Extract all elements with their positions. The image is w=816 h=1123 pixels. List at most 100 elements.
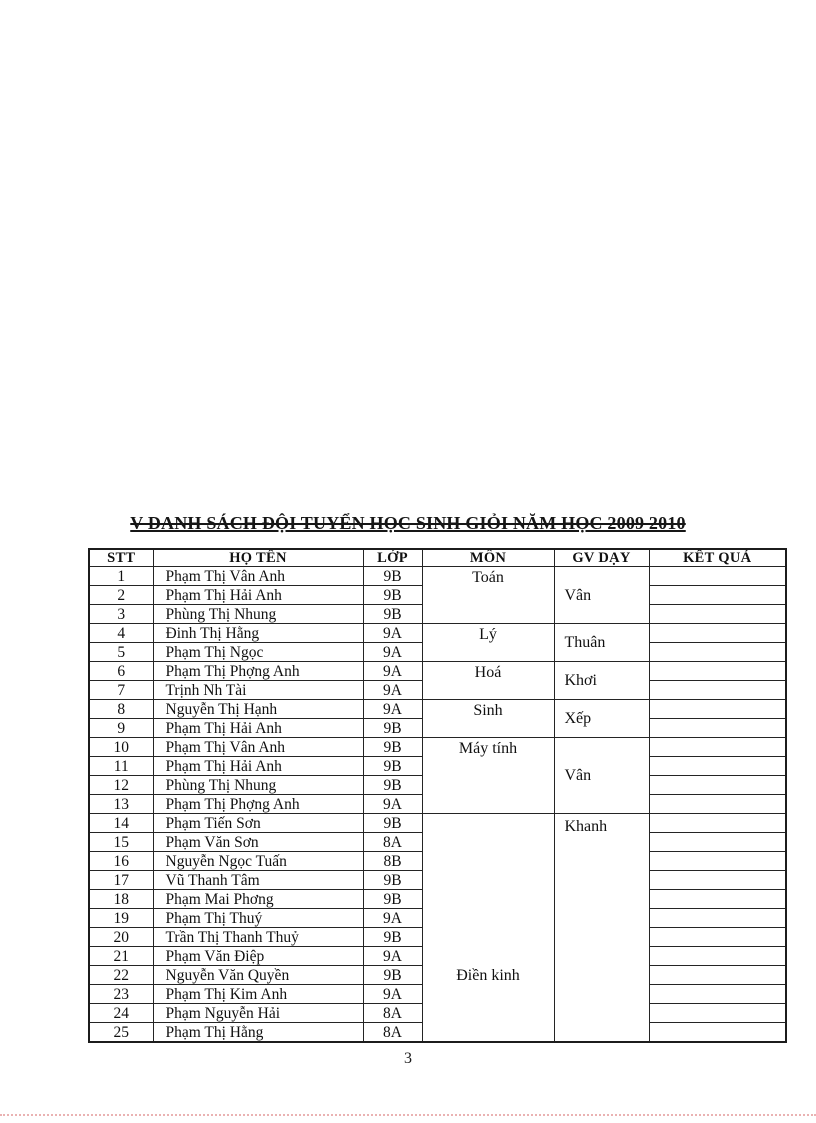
- stt-cell: 14: [88, 813, 154, 833]
- class-cell: 9A: [362, 642, 423, 662]
- result-cell: [648, 870, 787, 890]
- result-cell: [648, 1022, 787, 1043]
- stt-cell: 10: [88, 737, 154, 757]
- column-header: GV DẠY: [553, 548, 650, 567]
- column-header: KẾT QUẢ: [648, 548, 787, 567]
- stt-cell: 1: [88, 566, 154, 586]
- name-cell: Phạm Văn Sơn: [152, 832, 364, 852]
- class-cell: 9B: [362, 566, 423, 586]
- stt-cell: 11: [88, 756, 154, 776]
- table-row: 18 Phạm Mai Phơng 9B: [88, 889, 787, 909]
- column-header: STT: [88, 548, 154, 567]
- name-cell: Phạm Thị Vân Anh: [152, 737, 364, 757]
- table-row: 23 Phạm Thị Kim Anh 9A: [88, 984, 787, 1004]
- result-cell: [648, 927, 787, 947]
- stt-cell: 2: [88, 585, 154, 605]
- stt-cell: 24: [88, 1003, 154, 1023]
- name-cell: Phạm Thị Phợng Anh: [152, 661, 364, 681]
- name-cell: Phạm Thị Hải Anh: [152, 585, 364, 605]
- table-row: 24 Phạm Nguyễn Hải 8A: [88, 1003, 787, 1023]
- class-cell: 9B: [362, 965, 423, 985]
- name-cell: Phùng Thị Nhung: [152, 604, 364, 624]
- name-cell: Phạm Tiến Sơn: [152, 813, 364, 833]
- name-cell: Phạm Thị Vân Anh: [152, 566, 364, 586]
- result-cell: [648, 908, 787, 928]
- table-row: 10 Phạm Thị Vân Anh 9B Máy tính Vân: [88, 737, 787, 814]
- name-cell: Phạm Mai Phơng: [152, 889, 364, 909]
- name-cell: Phạm Thị Thuý: [152, 908, 364, 928]
- name-cell: Phạm Thị Ngọc: [152, 642, 364, 662]
- result-cell: [648, 642, 787, 662]
- table-row: 3 Phùng Thị Nhung 9B: [88, 604, 787, 624]
- class-cell: 9B: [362, 870, 423, 890]
- result-cell: [648, 1003, 787, 1023]
- result-cell: [648, 699, 787, 719]
- class-cell: 9B: [362, 927, 423, 947]
- name-cell: Phạm Thị Hằng: [152, 1022, 364, 1043]
- teacher-cell: Thuân: [553, 623, 650, 662]
- name-cell: Phạm Thị Hải Anh: [152, 718, 364, 738]
- table-row: 2 Phạm Thị Hải Anh 9B: [88, 585, 787, 605]
- stt-cell: 5: [88, 642, 154, 662]
- result-cell: [648, 680, 787, 700]
- class-cell: 9B: [362, 604, 423, 624]
- table-row: 21 Phạm Văn Điệp 9A: [88, 946, 787, 966]
- result-cell: [648, 604, 787, 624]
- result-cell: [648, 832, 787, 852]
- name-cell: Đinh Thị Hằng: [152, 623, 364, 643]
- teacher-cell: Vân: [553, 566, 650, 624]
- result-cell: [648, 946, 787, 966]
- class-cell: 9A: [362, 984, 423, 1004]
- stt-cell: 17: [88, 870, 154, 890]
- table-row: 22 Nguyễn Văn Quyền 9B: [88, 965, 787, 985]
- class-cell: 8A: [362, 832, 423, 852]
- stt-cell: 8: [88, 699, 154, 719]
- class-cell: 9B: [362, 585, 423, 605]
- subject-cell: Hoá: [421, 661, 555, 700]
- result-cell: [648, 775, 787, 795]
- result-cell: [648, 794, 787, 814]
- stt-cell: 7: [88, 680, 154, 700]
- subject-cell: Điền kinh: [421, 813, 555, 1043]
- result-cell: [648, 851, 787, 871]
- stt-cell: 6: [88, 661, 154, 681]
- class-cell: 9B: [362, 718, 423, 738]
- class-cell: 9A: [362, 908, 423, 928]
- page-number: 3: [404, 1050, 412, 1067]
- stt-cell: 16: [88, 851, 154, 871]
- class-cell: 9A: [362, 946, 423, 966]
- result-cell: [648, 889, 787, 909]
- table-row: 12 Phùng Thị Nhung 9B: [88, 775, 787, 795]
- teacher-cell: Vân: [553, 737, 650, 814]
- name-cell: Vũ Thanh Tâm: [152, 870, 364, 890]
- class-cell: 8A: [362, 1022, 423, 1043]
- class-cell: 8A: [362, 1003, 423, 1023]
- name-cell: Trịnh Nh Tài: [152, 680, 364, 700]
- name-cell: Nguyễn Thị Hạnh: [152, 699, 364, 719]
- table-row: 19 Phạm Thị Thuý 9A: [88, 908, 787, 928]
- subject-cell: Toán: [421, 566, 555, 624]
- class-cell: 9A: [362, 699, 423, 719]
- name-cell: Phạm Thị Phợng Anh: [152, 794, 364, 814]
- roster-table-body: STT HỌ TÊN LỚP MÔN GV DẠY KẾT QUẢ 1 Phạm Thị Vâ…: [88, 548, 787, 1043]
- table-row: 25 Phạm Thị Hằng 8A: [88, 1022, 787, 1043]
- result-cell: [648, 566, 787, 586]
- stt-cell: 15: [88, 832, 154, 852]
- table-row: 8 Nguyễn Thị Hạnh 9A Sinh Xếp: [88, 699, 787, 738]
- stt-cell: 13: [88, 794, 154, 814]
- stt-cell: 22: [88, 965, 154, 985]
- table-row: 13 Phạm Thị Phợng Anh 9A: [88, 794, 787, 814]
- teacher-cell: Khơi: [553, 661, 650, 700]
- result-cell: [648, 813, 787, 833]
- stt-cell: 12: [88, 775, 154, 795]
- stt-cell: 23: [88, 984, 154, 1004]
- class-cell: 9A: [362, 680, 423, 700]
- result-cell: [648, 661, 787, 681]
- stt-cell: 18: [88, 889, 154, 909]
- stt-cell: 4: [88, 623, 154, 643]
- name-cell: Nguyễn Ngọc Tuấn: [152, 851, 364, 871]
- class-cell: 9A: [362, 794, 423, 814]
- column-header: MÔN: [421, 548, 555, 567]
- stt-cell: 21: [88, 946, 154, 966]
